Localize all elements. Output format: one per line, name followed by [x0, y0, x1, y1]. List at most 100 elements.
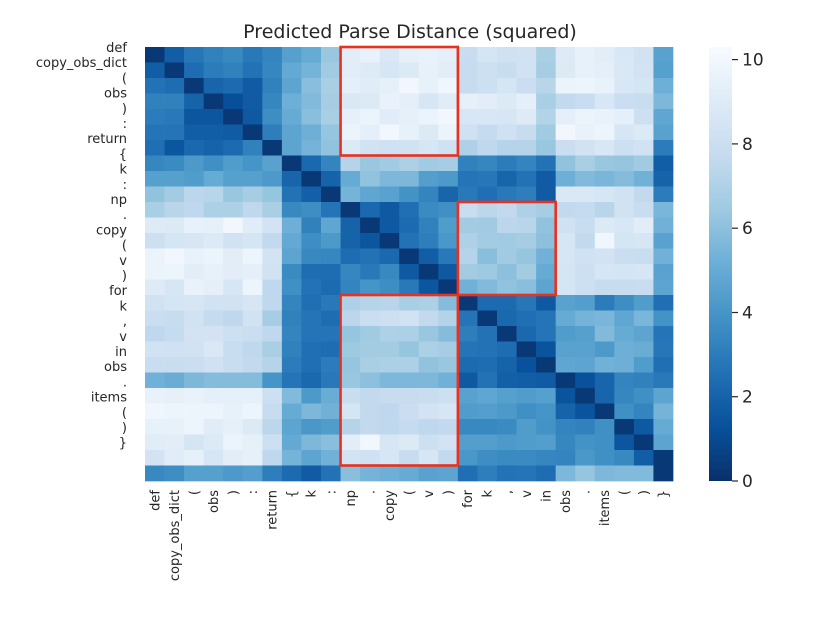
heatmap-cell	[145, 186, 165, 203]
x-tick-label: in	[539, 490, 554, 502]
heatmap-cell	[203, 357, 224, 373]
heatmap-cell	[555, 326, 576, 342]
heatmap-cell	[281, 465, 302, 482]
heatmap-cells	[145, 47, 674, 482]
heatmap-cell	[164, 155, 185, 172]
x-tick-label: for	[461, 489, 476, 508]
heatmap-cell	[399, 109, 420, 125]
heatmap-cell	[184, 47, 205, 63]
heatmap-cell	[438, 171, 459, 187]
heatmap-cell	[184, 419, 205, 435]
heatmap-cell	[360, 403, 381, 420]
heatmap-cell	[633, 279, 654, 296]
heatmap-cell	[555, 93, 576, 110]
heatmap-cell	[321, 295, 341, 311]
heatmap-cell	[477, 434, 498, 451]
heatmap-cell	[242, 202, 263, 218]
heatmap-cell	[321, 403, 341, 420]
heatmap-cell	[457, 434, 478, 451]
heatmap-cell	[145, 93, 165, 110]
heatmap-cell	[418, 93, 439, 110]
heatmap-cell	[262, 295, 283, 311]
heatmap-cell	[379, 109, 400, 125]
heatmap-cell	[262, 372, 283, 389]
heatmap-cell	[575, 171, 596, 187]
heatmap-cell	[262, 171, 283, 187]
heatmap-cell	[614, 171, 635, 187]
heatmap-cell	[360, 155, 381, 172]
heatmap-cell	[594, 434, 615, 451]
heatmap-cell	[536, 124, 557, 141]
y-tick-label: .	[123, 208, 127, 223]
heatmap-cell	[242, 419, 263, 435]
heatmap-cell	[653, 140, 674, 156]
heatmap-cell	[379, 403, 400, 420]
heatmap-cell	[399, 140, 420, 156]
y-tick-label: )	[122, 421, 127, 436]
heatmap-cell	[301, 357, 322, 373]
y-tick-label: return	[87, 132, 127, 147]
heatmap-cell	[360, 124, 381, 141]
heatmap-cell	[301, 403, 322, 420]
heatmap-cell	[399, 295, 420, 311]
heatmap-cell	[457, 419, 478, 435]
x-tick-label: (	[403, 490, 418, 495]
heatmap-cell	[653, 47, 674, 63]
heatmap-cell	[418, 264, 439, 280]
heatmap-cell	[614, 47, 635, 63]
heatmap-cell	[555, 450, 576, 466]
heatmap-cell	[164, 372, 185, 389]
heatmap-cell	[633, 419, 654, 435]
heatmap-cell	[516, 326, 537, 342]
heatmap-cell	[614, 186, 635, 203]
heatmap-cell	[145, 264, 165, 280]
heatmap-cell	[379, 341, 400, 358]
heatmap-cell	[457, 140, 478, 156]
heatmap-cell	[418, 341, 439, 358]
heatmap-cell	[281, 403, 302, 420]
heatmap-cell	[477, 62, 498, 79]
heatmap-cell	[223, 202, 244, 218]
y-tick-label: for	[109, 284, 128, 299]
heatmap-cell	[340, 450, 361, 466]
heatmap-cell	[262, 217, 283, 234]
heatmap-cell	[360, 310, 381, 327]
heatmap-cell	[575, 202, 596, 218]
heatmap-cell	[242, 233, 263, 249]
heatmap-cell	[653, 388, 674, 404]
heatmap-cell	[399, 186, 420, 203]
heatmap-cell	[360, 341, 381, 358]
heatmap-cell	[340, 279, 361, 296]
heatmap-cell	[614, 434, 635, 451]
heatmap-cell	[340, 388, 361, 404]
heatmap-cell	[203, 264, 224, 280]
heatmap-cell	[555, 434, 576, 451]
heatmap-cell	[653, 403, 674, 420]
heatmap-cell	[223, 434, 244, 451]
heatmap-cell	[477, 341, 498, 358]
heatmap-cell	[418, 109, 439, 125]
heatmap-cell	[497, 372, 517, 389]
heatmap-cell	[164, 465, 185, 482]
heatmap-cell	[457, 465, 478, 482]
heatmap-cell	[203, 109, 224, 125]
heatmap-cell	[223, 419, 244, 435]
heatmap-cell	[575, 217, 596, 234]
heatmap-cell	[164, 388, 185, 404]
heatmap-cell	[281, 264, 302, 280]
heatmap-cell	[223, 248, 244, 265]
heatmap-cell	[594, 202, 615, 218]
heatmap-cell	[614, 78, 635, 94]
heatmap-cell	[360, 233, 381, 249]
heatmap-cell	[633, 155, 654, 172]
heatmap-cell	[340, 140, 361, 156]
heatmap-cell	[399, 233, 420, 249]
heatmap-cell	[438, 47, 459, 63]
heatmap-cell	[242, 357, 263, 373]
heatmap-cell	[555, 419, 576, 435]
heatmap-cell	[281, 78, 302, 94]
heatmap-cell	[281, 47, 302, 63]
heatmap-cell	[536, 341, 557, 358]
heatmap-cell	[321, 171, 341, 187]
heatmap-cell	[301, 93, 322, 110]
